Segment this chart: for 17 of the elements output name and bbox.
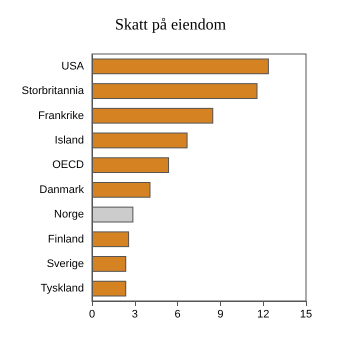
y-tick-label: Sverige	[46, 258, 84, 270]
x-tick-label: 15	[300, 308, 312, 320]
x-tick-label: 0	[88, 308, 96, 320]
y-tick-label: Finland	[48, 233, 84, 246]
x-tick-label: 12	[257, 308, 270, 320]
y-tick-label: Island	[54, 134, 84, 146]
x-tick-label: 6	[174, 308, 181, 320]
y-tick-label: Frankrike	[38, 110, 84, 122]
y-tick-label: Storbritannia	[22, 85, 85, 98]
chart-title: Skatt på eiendom	[114, 16, 227, 34]
x-tick-label: 9	[217, 308, 224, 320]
y-tick-label: OECD	[52, 159, 84, 172]
y-tick-label: Tyskland	[40, 282, 84, 295]
x-tick-label: 3	[132, 308, 138, 320]
y-tick-label: Danmark	[39, 184, 84, 196]
y-tick-label: Norge	[54, 208, 84, 221]
y-tick-label: USA	[61, 60, 85, 72]
